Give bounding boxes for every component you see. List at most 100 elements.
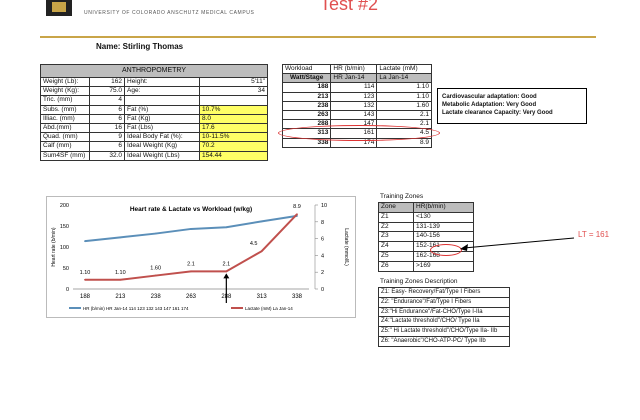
y2-tick-label: 4 xyxy=(321,253,324,259)
zone-row: Z6 >169 xyxy=(378,260,474,272)
y-tick-label: 150 xyxy=(60,224,69,230)
anthro-cell: 8.0 xyxy=(199,113,268,124)
lactate-point xyxy=(119,278,122,281)
workload-subheader: Watt/Stage xyxy=(281,73,332,84)
anthro-cell: 16 xyxy=(89,122,125,134)
anthro-cell: 154.44 xyxy=(199,150,268,161)
anthro-cell: Fat (%) xyxy=(124,104,200,115)
workload-cell: 1.10 xyxy=(376,82,432,93)
chart-svg: 0501001502000246810188213238263288313338… xyxy=(51,203,349,311)
workload-subheader: La Jan-14 xyxy=(376,73,432,84)
anthro-cell: 9 xyxy=(89,132,125,143)
training-zones-title: Training Zones xyxy=(380,193,424,200)
anthro-row: Quad. (mm) 9 Ideal Body Fat (%): 10-11.5% xyxy=(40,132,268,143)
lt-arrow xyxy=(460,237,575,251)
zone-cell: <130 xyxy=(413,211,474,223)
hr-lactate-chart: 0501001502000246810188213238263288313338… xyxy=(46,196,356,318)
anthro-cell: 17.6 xyxy=(199,122,268,134)
workload-subheader: HR Jan-14 xyxy=(330,73,378,84)
workload-header: Lactate (mM) xyxy=(376,63,432,75)
zones-description-table: Z1: Easy- Recovery/Fat/Type I Fibers Z2: … xyxy=(378,287,510,347)
lactate-data-label: 1.10 xyxy=(115,270,126,276)
anthro-cell: Quad. (mm) xyxy=(40,132,90,143)
lactate-point xyxy=(154,274,157,277)
zone-row: Z1 <130 xyxy=(378,211,474,223)
zone-desc-row: Z3:"Hi Endurance"/Fat-CHO/Type I-IIa xyxy=(378,306,510,318)
zone-desc-cell: Z3:"Hi Endurance"/Fat-CHO/Type I-IIa xyxy=(378,306,510,318)
workload-cell: 213 xyxy=(281,91,332,102)
zone-desc-row: Z4:"Lactate threshold"/CHO/ Type IIa xyxy=(378,316,510,328)
x-tick-label: 238 xyxy=(151,294,162,300)
anthro-cell: Sum4SF (mm) xyxy=(40,150,90,161)
workload-cell: 188 xyxy=(281,82,332,93)
workload-row: 213 123 1.10 xyxy=(281,91,432,102)
anthro-cell: Illiac. (mm) xyxy=(40,113,90,124)
y2-tick-label: 0 xyxy=(321,287,324,293)
x-tick-label: 213 xyxy=(115,294,126,300)
anthro-cell xyxy=(124,95,200,106)
anthro-cell: Fat (Lbs) xyxy=(124,122,200,134)
lactate-data-label: 8.9 xyxy=(293,204,301,210)
anthro-cell: 4 xyxy=(89,95,125,106)
chart-title: Heart rate & Lactate vs Workload (w/kg) xyxy=(130,206,252,213)
adaptation-cardio: Cardiovascular adaptation: Good xyxy=(442,94,537,100)
hr-point xyxy=(84,240,86,243)
zone-cell: 131-139 xyxy=(413,221,474,233)
anthro-cell: 34 xyxy=(199,86,268,97)
workload-cell: 1.60 xyxy=(376,100,432,111)
hr-point xyxy=(119,236,122,239)
anthro-cell: 10-11.5% xyxy=(199,132,268,143)
anthro-cell: Calf (mm) xyxy=(40,141,90,152)
workload-header: Workload xyxy=(281,63,332,75)
workload-subheader-row: Watt/Stage HR Jan-14 La Jan-14 xyxy=(281,73,432,84)
y2-tick-label: 10 xyxy=(321,203,327,209)
zone-cell: Z2 xyxy=(378,221,414,233)
lactate-data-label: 1.60 xyxy=(150,266,161,272)
workload-cell: 123 xyxy=(330,91,378,102)
anthro-cell: Subs. (mm) xyxy=(40,104,90,115)
threshold-arrow-head xyxy=(223,273,230,279)
anthro-cell: 75.0 xyxy=(89,86,125,97)
anthro-row: Calf (mm) 6 Ideal Weight (Kg) 70.2 xyxy=(40,141,268,152)
anthro-cell: 6 xyxy=(89,113,125,124)
anthro-row: Abd.(mm) 16 Fat (Lbs) 17.6 xyxy=(40,122,268,134)
lactate-data-label: 2.1 xyxy=(223,261,231,267)
lt-annotation: LT = 161 xyxy=(578,230,610,239)
workload-header: HR (b/min) xyxy=(330,63,378,75)
workload-cell: 132 xyxy=(330,100,378,111)
anthro-row: Tric. (mm) 4 xyxy=(40,95,268,106)
x-tick-label: 313 xyxy=(257,294,268,300)
legend-hr-label: HR (b/min) HR Jan-14 114 123 132 143 147… xyxy=(83,306,189,311)
zone-desc-row: Z1: Easy- Recovery/Fat/Type I Fibers xyxy=(378,287,510,298)
anthro-cell: 70.2 xyxy=(199,141,268,152)
anthro-row: Illiac. (mm) 6 Fat (Kg) 8.0 xyxy=(40,113,268,124)
x-tick-label: 188 xyxy=(80,294,91,300)
lactate-point xyxy=(260,250,263,253)
logo-emblem xyxy=(52,2,66,12)
university-name: UNIVERSITY OF COLORADO ANSCHUTZ MEDICAL … xyxy=(84,10,255,16)
zone-cell: >169 xyxy=(413,260,474,272)
workload-cell: 114 xyxy=(330,82,378,93)
y-tick-label: 200 xyxy=(60,203,69,209)
zone-desc-row: Z6: "Anaerobic"/CHO-ATP-PC/ Type IIb xyxy=(378,335,510,347)
legend-lactate-label: Lactate (mM) La Jan-14 xyxy=(245,306,293,311)
x-tick-label: 263 xyxy=(186,294,197,300)
lactate-point xyxy=(296,213,298,216)
y2-tick-label: 6 xyxy=(321,237,324,243)
zone-cell: Z3 xyxy=(378,231,414,243)
anthro-row: Weight (Lb): 162 Height: 5'11" xyxy=(40,76,268,88)
hr-point xyxy=(190,228,192,230)
workload-row: 263 143 2.1 xyxy=(281,109,432,121)
adaptation-lactate: Lactate clearance Capacity: Very Good xyxy=(442,110,553,116)
anthro-cell: 5'11" xyxy=(199,76,268,88)
zone-cell: Z5 xyxy=(378,250,414,262)
zone-desc-cell: Z6: "Anaerobic"/CHO-ATP-PC/ Type IIb xyxy=(378,335,510,347)
lactate-data-label: 2.1 xyxy=(187,261,195,267)
y2-axis-label: Lactate (mmol/L) xyxy=(343,228,349,266)
anthro-cell: 6 xyxy=(89,141,125,152)
anthro-cell: 32.0 xyxy=(89,150,125,161)
workload-cell: 143 xyxy=(330,109,378,121)
hr-point xyxy=(154,232,157,235)
anthro-cell: Age: xyxy=(124,86,200,97)
zones-header: Zone xyxy=(378,202,414,213)
